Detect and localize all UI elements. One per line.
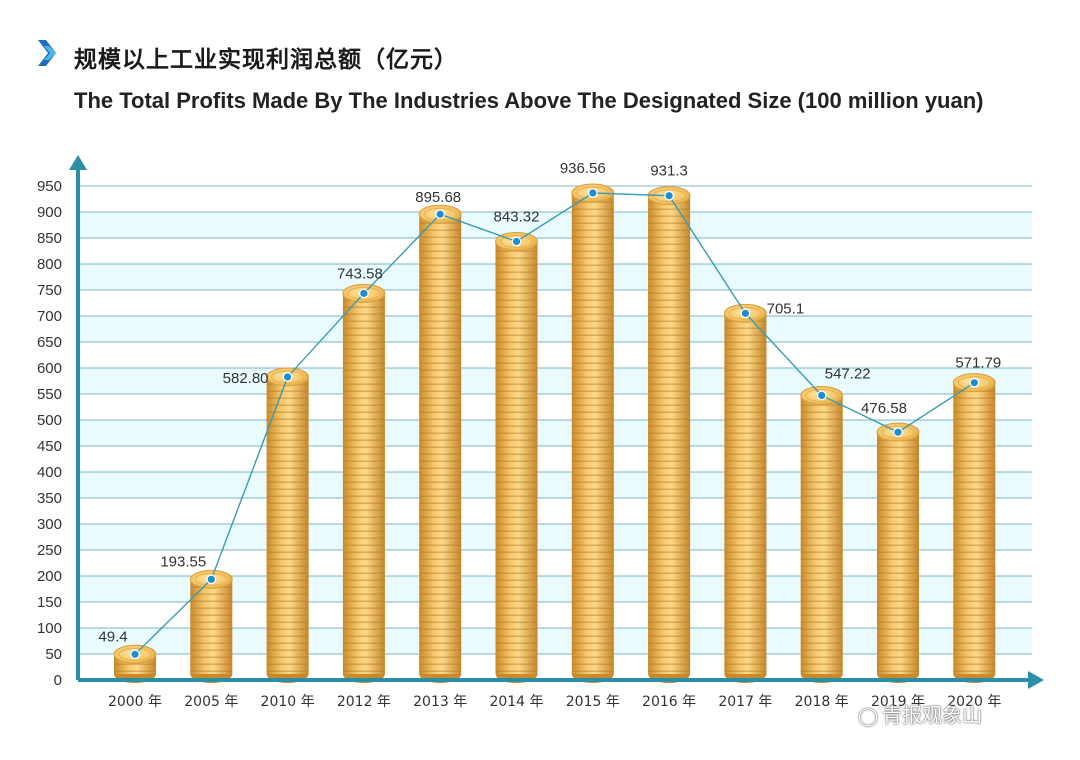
y-tick-label: 50 (45, 646, 62, 663)
bar-coin-stack (495, 231, 538, 683)
data-point (893, 427, 903, 437)
data-label: 931.3 (650, 163, 688, 180)
x-tick-label: 2012 年 (337, 694, 391, 710)
y-tick-label: 350 (37, 490, 62, 507)
y-tick-label: 300 (37, 516, 62, 533)
data-point (740, 308, 751, 319)
grid-band (78, 524, 1032, 550)
grid-band (78, 420, 1032, 446)
bar-coin-stack (723, 303, 767, 683)
chart-title: 规模以上工业实现利润总额（亿元） (74, 47, 458, 73)
grid-band (78, 472, 1032, 498)
y-tick-label: 850 (37, 230, 62, 247)
grid-band (78, 628, 1032, 654)
grid-band (78, 212, 1032, 238)
y-tick-label: 950 (37, 178, 62, 195)
bar-coin-stack (113, 644, 157, 683)
data-label: 49.4 (98, 628, 127, 645)
bar-coin-stack (189, 569, 233, 683)
bar-coin-stack (266, 367, 310, 683)
x-tick-label: 2014 年 (489, 694, 543, 710)
chart-subtitle: The Total Profits Made By The Industries… (74, 88, 984, 113)
data-label: 582.80 (223, 370, 269, 387)
grid-band (78, 576, 1032, 602)
data-label: 705.1 (767, 300, 805, 317)
y-tick-label: 450 (37, 438, 62, 455)
y-tick-label: 800 (37, 256, 62, 273)
data-label: 476.58 (861, 400, 907, 417)
data-point (282, 372, 293, 382)
y-axis-arrow (69, 155, 87, 170)
data-point (664, 190, 674, 201)
y-tick-label: 250 (37, 542, 62, 559)
data-point (435, 209, 445, 220)
data-point (206, 574, 217, 585)
data-label: 743.58 (337, 265, 383, 282)
grid-band (78, 316, 1032, 342)
grid-band (78, 264, 1032, 290)
y-tick-label: 600 (37, 360, 62, 377)
data-label: 895.68 (415, 189, 461, 206)
bar-coin-stack (647, 186, 691, 683)
watermark: ◯ 青报观象山 (858, 699, 982, 728)
data-point (511, 236, 522, 247)
bar-coin-stack (418, 204, 462, 683)
data-label: 547.22 (825, 365, 871, 382)
y-tick-label: 500 (37, 412, 62, 429)
data-point (816, 390, 827, 401)
y-tick-label: 200 (37, 568, 62, 585)
title-icon (36, 38, 62, 72)
data-label: 571.79 (955, 355, 1001, 372)
data-point (359, 288, 369, 299)
data-point (130, 649, 140, 660)
x-tick-label: 2010 年 (261, 694, 315, 710)
x-tick-label: 2017 年 (718, 694, 772, 710)
y-tick-label: 100 (37, 620, 62, 637)
x-tick-label: 2020 年 (947, 694, 1001, 710)
y-tick-label: 150 (37, 594, 62, 611)
x-tick-label: 2018 年 (795, 694, 849, 710)
x-tick-label: 2016 年 (642, 694, 696, 710)
x-tick-label: 2019 年 (871, 694, 925, 710)
bar-coin-stack (800, 385, 844, 683)
x-tick-label: 2013 年 (413, 694, 467, 710)
data-label: 936.56 (560, 160, 606, 177)
y-tick-label: 900 (37, 204, 62, 221)
bar-coin-stack (571, 183, 615, 683)
y-tick-label: 750 (37, 282, 62, 299)
y-tick-label: 700 (37, 308, 62, 325)
bar-coin-stack (952, 373, 996, 683)
x-tick-label: 2000 年 (108, 694, 162, 710)
y-tick-label: 650 (37, 334, 62, 351)
wechat-icon: ◯ (858, 706, 879, 727)
bar-coin-stack (876, 422, 920, 683)
x-tick-label: 2015 年 (566, 694, 620, 710)
y-tick-label: 0 (54, 672, 62, 689)
y-tick-label: 400 (37, 464, 62, 481)
trend-line (134, 192, 975, 655)
data-label: 193.55 (160, 553, 206, 570)
data-label: 843.32 (494, 208, 540, 225)
x-axis-arrow (1028, 671, 1044, 689)
grid-band (78, 368, 1032, 394)
data-point (969, 377, 980, 388)
y-tick-label: 550 (37, 386, 62, 403)
data-point (587, 188, 598, 198)
x-tick-label: 2005 年 (184, 694, 238, 710)
bar-coin-stack (342, 283, 386, 683)
watermark-text: 青报观象山 (882, 703, 983, 727)
